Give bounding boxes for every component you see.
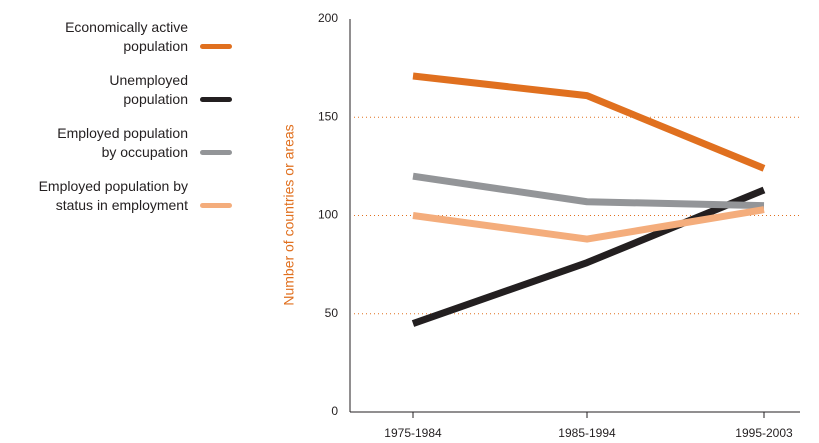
y-tick-label: 200 [318, 11, 338, 25]
legend-swatch [200, 203, 232, 208]
x-tick-label: 1985-1994 [558, 426, 616, 440]
legend-label: Employed population by occupation [57, 125, 188, 160]
y-tick-label: 0 [331, 404, 338, 418]
y-tick-label: 100 [318, 208, 338, 222]
series-line [412, 172, 765, 210]
legend-swatch [200, 97, 232, 102]
legend-entry: Unemployed population [0, 71, 232, 109]
legend-label: Unemployed population [109, 72, 188, 107]
legend-swatch [200, 150, 232, 155]
legend-entry: Employed population by occupation [0, 124, 232, 162]
legend-swatch [200, 44, 232, 49]
y-axis-label: Number of countries or areas [281, 124, 297, 305]
legend-label: Economically active population [65, 19, 188, 54]
y-tick-label: 150 [318, 109, 338, 123]
x-tick-label: 1995-2003 [735, 426, 793, 440]
legend-entry: Employed population by status in employm… [0, 177, 232, 215]
series-line [411, 186, 766, 327]
legend-label: Employed population by status in employm… [38, 178, 188, 213]
series-line [412, 206, 765, 243]
y-tick-label: 50 [325, 306, 339, 320]
legend-entry: Economically active population [0, 18, 232, 56]
x-tick-label: 1975-1984 [384, 426, 442, 440]
series-line [412, 72, 766, 172]
